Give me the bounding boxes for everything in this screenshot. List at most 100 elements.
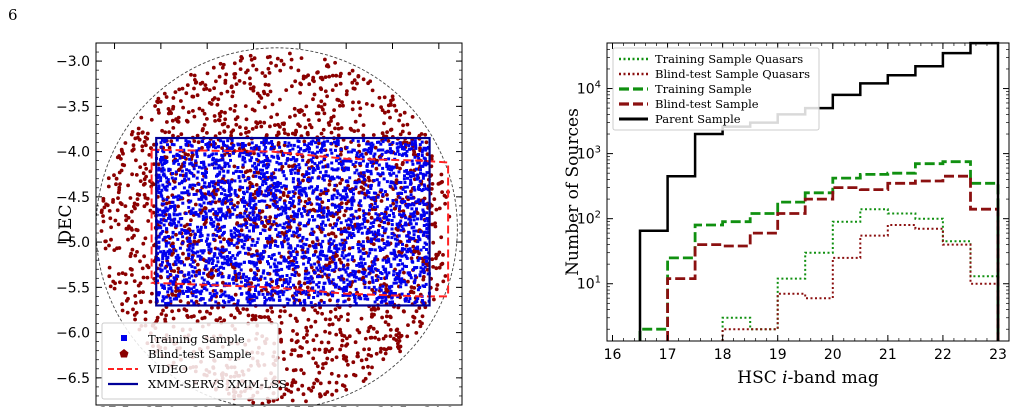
blind-test-point bbox=[430, 222, 435, 227]
training-point bbox=[334, 205, 337, 209]
training-point bbox=[340, 195, 344, 199]
training-point bbox=[272, 155, 276, 159]
training-point bbox=[157, 235, 161, 239]
training-point bbox=[218, 271, 222, 275]
training-point bbox=[384, 150, 388, 154]
training-point bbox=[265, 237, 268, 240]
overlay-regions bbox=[150, 136, 450, 307]
blind-test-point bbox=[366, 353, 371, 357]
blind-test-point bbox=[356, 354, 360, 359]
training-point bbox=[281, 284, 284, 288]
training-point bbox=[161, 254, 165, 258]
training-point bbox=[172, 220, 176, 224]
training-point bbox=[293, 159, 297, 163]
training-point bbox=[208, 291, 212, 295]
training-point bbox=[334, 148, 337, 152]
blind-test-point bbox=[218, 316, 223, 321]
blind-test-point bbox=[215, 318, 220, 323]
training-point bbox=[390, 219, 394, 222]
blind-test-point bbox=[118, 280, 122, 285]
training-point bbox=[377, 238, 380, 242]
training-point bbox=[163, 174, 167, 178]
blind-test-point bbox=[130, 148, 135, 153]
training-point bbox=[196, 229, 200, 233]
training-point bbox=[193, 283, 197, 287]
training-point bbox=[282, 259, 286, 263]
training-point bbox=[425, 242, 428, 246]
blind-test-point bbox=[335, 253, 339, 258]
training-point bbox=[251, 164, 255, 168]
blind-test-point bbox=[229, 85, 234, 90]
blind-test-point bbox=[123, 272, 128, 277]
training-point bbox=[217, 179, 221, 183]
training-point bbox=[189, 209, 193, 213]
training-point bbox=[338, 242, 342, 246]
training-point bbox=[329, 237, 333, 241]
training-point bbox=[319, 292, 323, 296]
training-point bbox=[337, 227, 340, 231]
training-point bbox=[395, 200, 399, 204]
training-point bbox=[210, 192, 214, 196]
training-point bbox=[265, 194, 269, 198]
training-point bbox=[264, 182, 268, 185]
blind-test-point bbox=[143, 135, 148, 140]
blind-test-point bbox=[155, 318, 159, 323]
blind-test-point bbox=[417, 251, 421, 256]
training-point bbox=[274, 228, 278, 231]
training-point bbox=[187, 205, 191, 209]
training-point bbox=[168, 248, 172, 252]
training-point bbox=[285, 265, 289, 269]
training-point bbox=[412, 218, 416, 222]
training-point bbox=[229, 202, 232, 206]
blind-test-point bbox=[303, 125, 308, 130]
training-point bbox=[181, 241, 185, 245]
blind-test-point bbox=[347, 71, 352, 76]
training-point bbox=[365, 294, 369, 298]
training-point bbox=[382, 177, 386, 181]
blind-test-point bbox=[294, 130, 298, 134]
blind-test-point bbox=[386, 346, 391, 351]
blind-test-point bbox=[219, 91, 224, 96]
training-point bbox=[179, 173, 182, 177]
blind-test-point bbox=[120, 308, 125, 313]
training-point bbox=[421, 188, 425, 191]
training-point bbox=[337, 275, 341, 279]
training-point bbox=[167, 213, 171, 217]
blind-test-point bbox=[130, 130, 135, 134]
training-point bbox=[385, 243, 389, 247]
blind-test-point bbox=[330, 347, 334, 351]
training-point bbox=[365, 230, 369, 234]
blind-test-point bbox=[345, 262, 350, 267]
training-point bbox=[273, 264, 277, 268]
training-point bbox=[399, 219, 403, 223]
training-point bbox=[213, 166, 216, 170]
training-point bbox=[214, 162, 218, 166]
training-point bbox=[381, 226, 385, 229]
blind-test-point bbox=[112, 173, 116, 178]
blind-test-point bbox=[316, 104, 321, 109]
training-point bbox=[373, 218, 377, 222]
training-point bbox=[291, 156, 295, 159]
training-point bbox=[362, 294, 366, 297]
training-point bbox=[229, 260, 233, 263]
training-point bbox=[212, 266, 216, 269]
blind-test-point bbox=[142, 254, 147, 259]
blind-test-point bbox=[404, 243, 409, 248]
blind-test-point bbox=[282, 357, 286, 361]
training-point bbox=[268, 159, 272, 163]
training-point bbox=[398, 141, 402, 145]
training-point bbox=[166, 256, 170, 259]
blind-test-point bbox=[137, 290, 142, 295]
training-point bbox=[261, 168, 264, 172]
training-point bbox=[256, 152, 260, 156]
blind-test-point bbox=[357, 190, 362, 195]
blind-test-point bbox=[385, 130, 389, 135]
training-point bbox=[181, 235, 185, 239]
blind-test-point bbox=[255, 249, 259, 254]
training-point bbox=[192, 279, 196, 283]
training-point bbox=[260, 221, 264, 225]
training-point bbox=[315, 164, 319, 168]
blind-test-point bbox=[162, 91, 167, 96]
training-point bbox=[396, 295, 400, 299]
training-point bbox=[255, 277, 258, 281]
